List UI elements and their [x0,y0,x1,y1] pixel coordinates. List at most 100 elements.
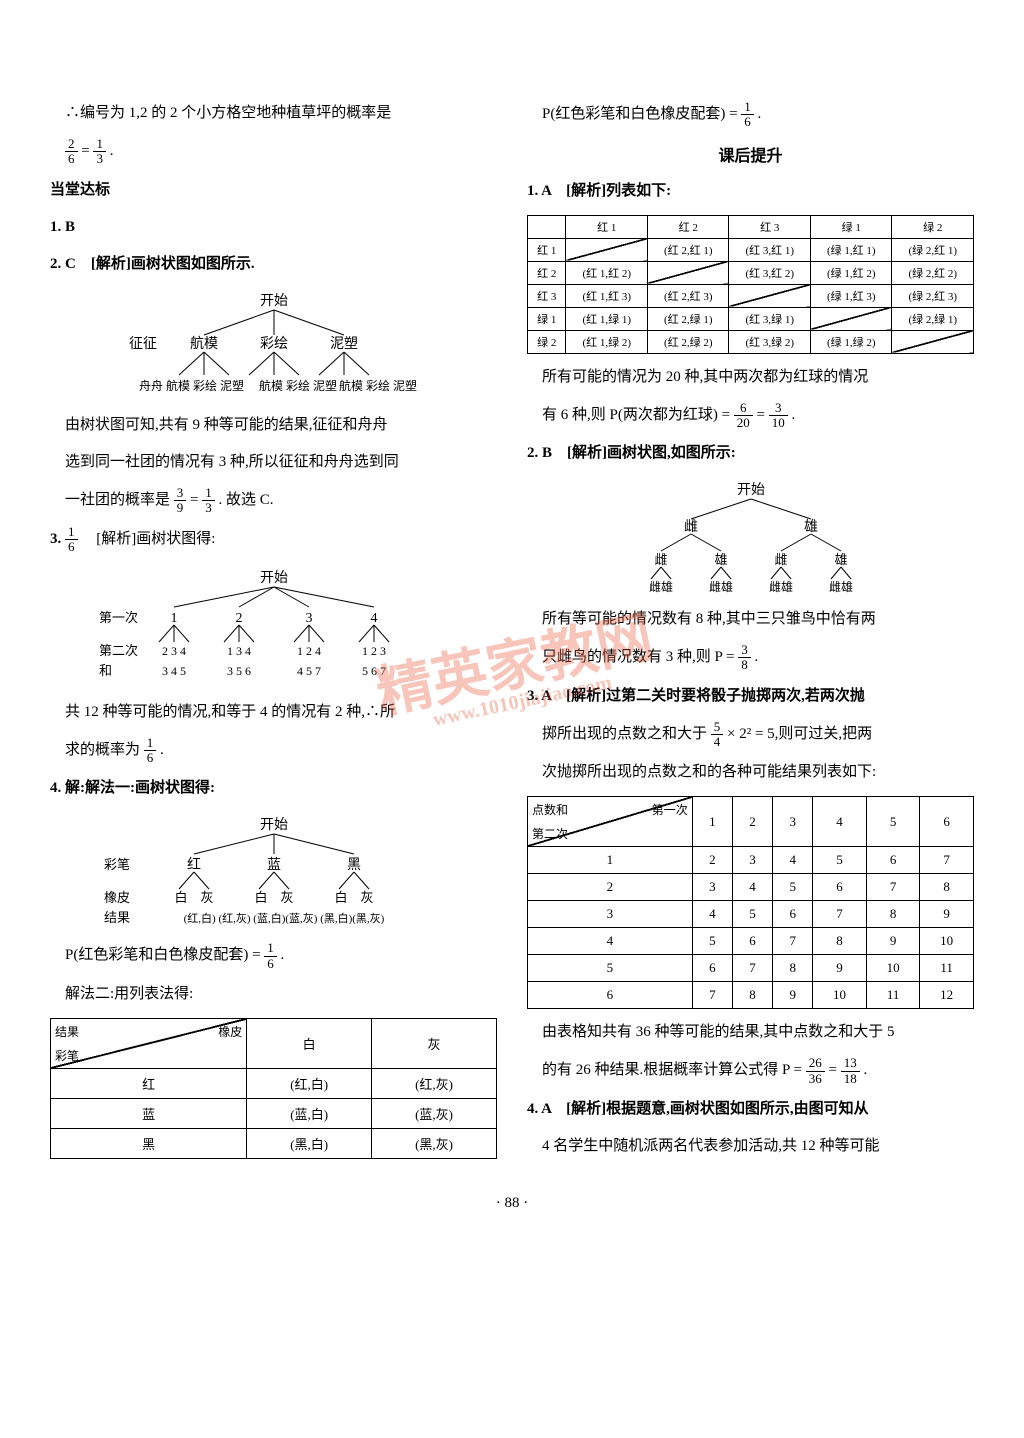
tree-svg: 开始 征征 航模 彩绘 泥塑 舟舟 航模 彩绘 泥塑 航模 彩绘 泥塑 航模 彩… [84,290,464,400]
text-line: 选到同一社团的情况有 3 种,所以征征和舟舟选到同 [50,449,497,476]
table-row: 567891011 [528,955,974,982]
table-row: 红 2(红 1,红 2)(红 3,红 2)(绿 1,红 2)(绿 2,红 2) [528,261,974,284]
answer-item: 2. C [解析]画树状图如图所示. [50,251,497,278]
svg-text:结果: 结果 [104,910,130,925]
svg-text:3: 3 [305,611,312,626]
text-line: 次抛掷所出现的点数之和的各种可能结果列表如下: [527,759,974,786]
dice-sum-table: 第一次 第二次 点数和 123 456 1234567 2345678 3456… [527,796,974,1009]
svg-text:雌雄: 雌雄 [768,579,792,594]
svg-text:(红,白) (红,灰) (蓝,白)(蓝,灰) (黑,白)(黑: (红,白) (红,灰) (蓝,白)(蓝,灰) (黑,白)(黑,灰) [183,911,384,925]
svg-text:白 灰: 白 灰 [334,890,373,905]
svg-text:雌: 雌 [774,552,787,567]
svg-text:3 4 5: 3 4 5 [162,664,186,678]
answer-item: 1. B [50,214,497,241]
svg-text:1 3 4: 1 3 4 [227,644,251,658]
svg-text:航模 彩绘 泥塑: 航模 彩绘 泥塑 [259,378,337,393]
text-line: 的有 26 种结果.根据概率计算公式得 P = 2636 = 1318 . [527,1056,974,1086]
svg-text:航模 彩绘 泥塑: 航模 彩绘 泥塑 [339,378,417,393]
svg-text:2 3 4: 2 3 4 [162,644,186,658]
svg-text:雄: 雄 [714,552,727,567]
svg-text:4 5 7: 4 5 7 [297,664,321,678]
section-heading: 当堂达标 [50,177,497,204]
svg-text:第二次: 第二次 [99,643,138,658]
text-line: 共 12 种等可能的情况,和等于 4 的情况有 2 种,∴所 [50,699,497,726]
table-row: 6789101112 [528,982,974,1009]
text-line: 26 = 13 . [50,137,497,167]
probability-table: 红 1红 2 红 3绿 1绿 2 红 1(红 2,红 1)(红 3,红 1)(绿… [527,215,974,354]
text-line: 所有等可能的情况数有 8 种,其中三只雏鸟中恰有两 [527,606,974,633]
text-line: 由树状图可知,共有 9 种等可能的结果,征征和舟舟 [50,412,497,439]
svg-text:彩绘: 彩绘 [260,336,288,352]
svg-text:第一次: 第一次 [99,610,138,625]
svg-text:白 灰: 白 灰 [254,890,293,905]
page-number: · 88 · [50,1195,974,1212]
fraction: 13 [93,137,106,167]
text-line: 由表格知共有 36 种等可能的结果,其中点数之和大于 5 [527,1019,974,1046]
svg-text:舟舟 航模 彩绘 泥塑: 舟舟 航模 彩绘 泥塑 [139,378,244,393]
result-table: 彩笔 橡皮 结果 白 灰 红(红,白)(红,灰) 蓝(蓝,白)(蓝,灰) 黑(黑… [50,1018,497,1159]
svg-text:和: 和 [99,663,112,678]
text-line: P(红色彩笔和白色橡皮配套) = 16 . [50,941,497,971]
text-line: 掷所出现的点数之和大于 54 × 2² = 5,则可过关,把两 [527,720,974,750]
answer-item: 2. B [解析]画树状图,如图所示: [527,440,974,467]
answer-item: 3. 16 [解析]画树状图得: [50,525,497,555]
right-column: P(红色彩笔和白色橡皮配套) = 16 . 课后提升 1. A [解析]列表如下… [527,100,974,1170]
answer-item: 3. A [解析]过第二关时要将骰子抛掷两次,若两次抛 [527,683,974,710]
table-row: 3456789 [528,901,974,928]
svg-text:1 2 3: 1 2 3 [362,644,386,658]
svg-text:征征: 征征 [129,336,157,352]
svg-text:开始: 开始 [260,293,288,309]
table-row: 绿 2(红 1,绿 2)(红 2,绿 2)(红 3,绿 2)(绿 1,绿 2) [528,330,974,353]
left-column: ∴编号为 1,2 的 2 个小方格空地种植草坪的概率是 26 = 13 . 当堂… [50,100,497,1170]
table-row: 绿 1(红 1,绿 1)(红 2,绿 1)(红 3,绿 1)(绿 2,绿 1) [528,307,974,330]
text-line: 求的概率为 16 . [50,736,497,766]
svg-text:雌: 雌 [684,519,698,535]
svg-text:雌雄: 雌雄 [828,579,852,594]
svg-text:红: 红 [187,857,201,873]
answer-item: 4. A [解析]根据题意,画树状图如图所示,由图可知从 [527,1096,974,1123]
tree-diagram: 开始 征征 航模 彩绘 泥塑 舟舟 航模 彩绘 泥塑 航模 彩绘 泥塑 航模 彩… [50,290,497,400]
table-row: 1234567 [528,847,974,874]
table-row: 蓝(蓝,白)(蓝,灰) [51,1098,497,1128]
table-row: 红 3(红 1,红 3)(红 2,红 3)(绿 1,红 3)(绿 2,红 3) [528,284,974,307]
table-row: 2345678 [528,874,974,901]
text-line: P(红色彩笔和白色橡皮配套) = 16 . [527,100,974,130]
text-line: 只雌鸟的情况数有 3 种,则 P = 38 . [527,643,974,673]
svg-text:白 灰: 白 灰 [174,890,213,905]
svg-text:4: 4 [370,611,377,626]
diagonal-header: 彩笔 橡皮 结果 [51,1018,247,1068]
fraction: 26 [65,137,78,167]
text-line: 解法二:用列表法得: [50,981,497,1008]
tree-diagram: 开始 雌雄 雌雄 雌雄 雌雄雌雄 雌雄雌雄 [527,479,974,594]
text-line: 4 名学生中随机派两名代表参加活动,共 12 种等可能 [527,1133,974,1160]
svg-text:雌雄: 雌雄 [708,579,732,594]
svg-text:雌雄: 雌雄 [648,579,672,594]
table-row: 红(红,白)(红,灰) [51,1068,497,1098]
svg-text:泥塑: 泥塑 [330,336,358,352]
svg-text:开始: 开始 [737,482,765,498]
diagonal-header: 第一次 第二次 点数和 [528,797,693,847]
svg-text:开始: 开始 [260,817,288,833]
svg-text:5 6 7: 5 6 7 [362,664,386,678]
svg-text:黑: 黑 [347,858,361,873]
tree-diagram: 开始 彩笔 红蓝黑 橡皮 白 灰白 灰白 灰 结果 (红,白) (红,灰) (蓝… [50,814,497,929]
table-row: 红 1红 2 红 3绿 1绿 2 [528,215,974,238]
section-heading: 课后提升 [527,142,974,166]
answer-item: 1. A [解析]列表如下: [527,178,974,205]
text-line: ∴编号为 1,2 的 2 个小方格空地种植草坪的概率是 [50,100,497,127]
text-line: 一社团的概率是 39 = 13 . 故选 C. [50,486,497,516]
text-line: 有 6 种,则 P(两次都为红球) = 620 = 310 . [527,401,974,431]
svg-text:雄: 雄 [804,519,818,535]
answer-item: 4. 解:解法一:画树状图得: [50,775,497,802]
svg-text:蓝: 蓝 [267,857,281,873]
svg-text:1 2 4: 1 2 4 [297,644,321,658]
table-row: 红 1(红 2,红 1)(红 3,红 1)(绿 1,红 1)(绿 2,红 1) [528,238,974,261]
svg-text:彩笔: 彩笔 [104,857,130,872]
table-row: 黑(黑,白)(黑,灰) [51,1128,497,1158]
svg-text:雌: 雌 [654,552,667,567]
page-container: ∴编号为 1,2 的 2 个小方格空地种植草坪的概率是 26 = 13 . 当堂… [50,100,974,1170]
svg-text:2: 2 [235,611,242,626]
svg-text:雄: 雄 [834,552,847,567]
svg-text:1: 1 [170,611,177,626]
svg-text:开始: 开始 [260,570,288,586]
